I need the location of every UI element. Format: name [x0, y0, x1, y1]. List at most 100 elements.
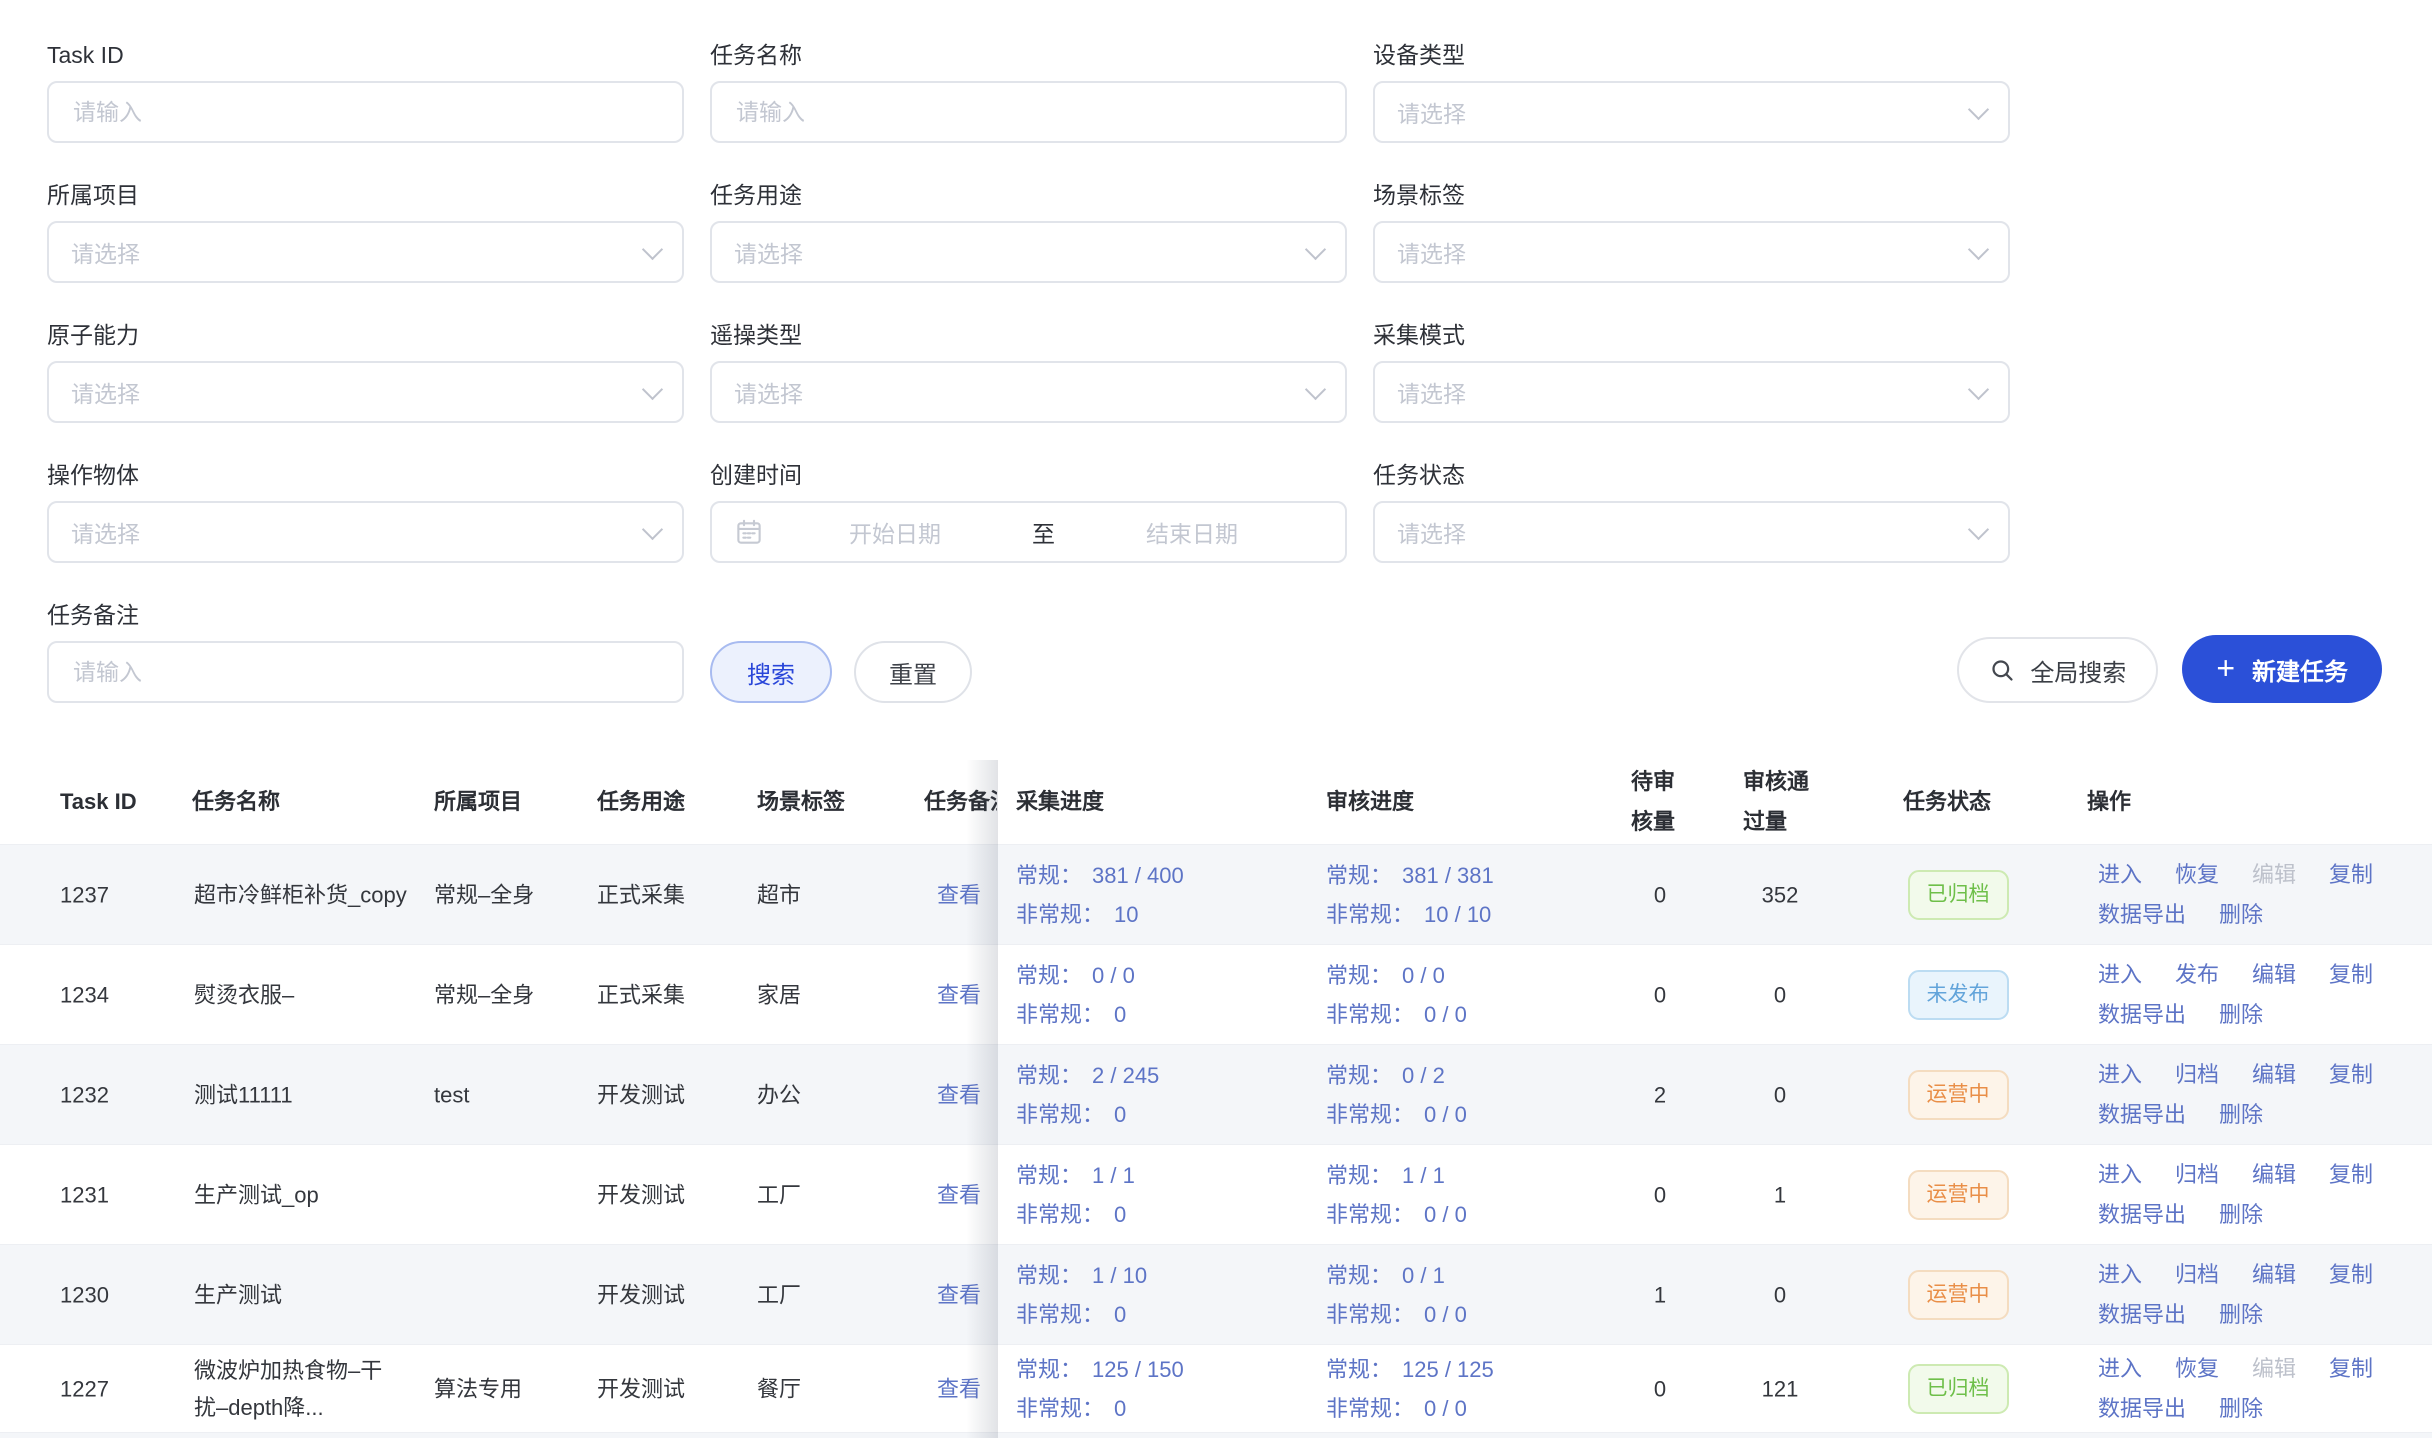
filter-field-create-time: 创建时间 开始日期 至 结束日期 [710, 464, 1347, 563]
cell-purpose: 开发测试 [597, 1282, 686, 1307]
filter-toolbar-row: 任务备注 搜索 重置 全局搜索 + 新建任务 [47, 604, 2382, 703]
status-badge-archived: 已归档 [1907, 869, 2009, 920]
collect-progress-line: 常规： 2 / 245 [1016, 1062, 1160, 1088]
filter-label: 原子能力 [47, 322, 139, 348]
action-line: 数据导出 删除 [2098, 1295, 2410, 1335]
action-restore-link[interactable]: 恢复 [2175, 861, 2220, 887]
view-remark-link[interactable]: 查看 [937, 982, 982, 1007]
cell-approved-count: 352 [1761, 882, 1799, 907]
action-line: 进入 恢复 编辑 复制 [2098, 1349, 2410, 1389]
action-enter-link[interactable]: 进入 [2098, 1161, 2143, 1187]
reset-button[interactable]: 重置 [854, 641, 972, 703]
action-publish-link[interactable]: 发布 [2175, 961, 2220, 987]
cell-approved-count: 121 [1761, 1376, 1799, 1401]
cell-actions: 进入 归档 编辑 复制数据导出 删除 [2098, 1155, 2410, 1235]
table-row: 1234 熨烫衣服– 常规–全身 正式采集 家居 查看 常规： 0 / 0 非常规： 0 常规： 0 … [0, 945, 2432, 1045]
action-enter-link[interactable]: 进入 [2098, 861, 2143, 887]
atomic-capability-select[interactable]: 请选择 [47, 361, 684, 423]
task-purpose-select[interactable]: 请选择 [710, 221, 1347, 283]
cell-review-progress: 常规： 0 / 1 非常规： 0 / 0 [1326, 1256, 1616, 1334]
chevron-down-icon [641, 238, 664, 260]
cell-pending-review-count: 0 [1653, 1376, 1667, 1401]
action-data-export-link[interactable]: 数据导出 [2098, 1001, 2187, 1027]
column-header-actions: 操作 [2087, 789, 2132, 814]
action-data-export-link[interactable]: 数据导出 [2098, 1101, 2187, 1127]
action-copy-link[interactable]: 复制 [2329, 1061, 2374, 1087]
task-remark-input-box [47, 641, 684, 703]
action-delete-link[interactable]: 删除 [2219, 1101, 2264, 1127]
action-enter-link[interactable]: 进入 [2098, 961, 2143, 987]
view-remark-link[interactable]: 查看 [937, 1082, 982, 1107]
action-copy-link[interactable]: 复制 [2329, 1261, 2374, 1287]
action-edit-link[interactable]: 编辑 [2252, 961, 2297, 987]
action-delete-link[interactable]: 删除 [2219, 1395, 2264, 1421]
cell-purpose: 正式采集 [597, 982, 686, 1007]
table-row: 1227 微波炉加热食物–干扰–depth降... 算法专用 开发测试 餐厅 查看 常规： 1… [0, 1345, 2432, 1433]
action-delete-link[interactable]: 删除 [2219, 1301, 2264, 1327]
action-enter-link[interactable]: 进入 [2098, 1061, 2143, 1087]
action-delete-link[interactable]: 删除 [2219, 1201, 2264, 1227]
task-id-input[interactable] [71, 97, 660, 127]
view-remark-link[interactable]: 查看 [937, 1376, 982, 1401]
task-name-input[interactable] [734, 97, 1323, 127]
collect-progress-line: 常规： 1 / 10 [1016, 1262, 1148, 1288]
operation-object-select[interactable]: 请选择 [47, 501, 684, 563]
action-enter-link[interactable]: 进入 [2098, 1261, 2143, 1287]
action-line: 进入 归档 编辑 复制 [2098, 1255, 2410, 1295]
column-header-project: 所属项目 [434, 789, 523, 814]
collection-mode-select[interactable]: 请选择 [1373, 361, 2010, 423]
cell-actions: 进入 归档 编辑 复制数据导出 删除 [2098, 1255, 2410, 1335]
action-restore-link[interactable]: 恢复 [2175, 1355, 2220, 1381]
action-data-export-link[interactable]: 数据导出 [2098, 1395, 2187, 1421]
filter-field-task-id: Task ID [47, 44, 684, 143]
global-search-button[interactable]: 全局搜索 [1957, 637, 2159, 703]
action-delete-link[interactable]: 删除 [2219, 1001, 2264, 1027]
start-date-placeholder[interactable]: 开始日期 [849, 521, 941, 547]
collect-progress-line: 非常规： 10 [1016, 901, 1139, 927]
cell-scene-tag: 餐厅 [757, 1376, 802, 1401]
column-header-task_id: Task ID [60, 789, 137, 814]
view-remark-link[interactable]: 查看 [937, 1282, 982, 1307]
select-placeholder: 请选择 [71, 381, 140, 407]
teleop-type-select[interactable]: 请选择 [710, 361, 1347, 423]
create-time-range-picker[interactable]: 开始日期 至 结束日期 [710, 501, 1347, 563]
device-type-select[interactable]: 请选择 [1373, 81, 2010, 143]
action-archive-link[interactable]: 归档 [2175, 1061, 2220, 1087]
action-delete-link[interactable]: 删除 [2219, 901, 2264, 927]
cell-task-name: 熨烫衣服– [194, 982, 295, 1007]
action-edit-link[interactable]: 编辑 [2252, 1161, 2297, 1187]
column-header-remark: 任务备注 [924, 789, 997, 814]
action-data-export-link[interactable]: 数据导出 [2098, 1301, 2187, 1327]
filter-label: 场景标签 [1373, 182, 1465, 208]
filter-grid: Task ID 任务名称 设备类型 请选择 所属项目 请选择 任务用途 请选择 … [47, 44, 2382, 604]
cell-collect-progress: 常规： 1 / 1 非常规： 0 [1016, 1156, 1306, 1234]
action-copy-link[interactable]: 复制 [2329, 1355, 2374, 1381]
project-select[interactable]: 请选择 [47, 221, 684, 283]
new-task-button[interactable]: + 新建任务 [2182, 635, 2382, 703]
action-edit-link[interactable]: 编辑 [2252, 1261, 2297, 1287]
select-placeholder: 请选择 [1397, 241, 1466, 267]
action-edit-link[interactable]: 编辑 [2252, 1061, 2297, 1087]
filter-label: 任务备注 [47, 602, 139, 628]
cell-task-status: 已归档 [1903, 869, 2013, 920]
end-date-placeholder[interactable]: 结束日期 [1146, 521, 1238, 547]
view-remark-link[interactable]: 查看 [937, 882, 982, 907]
search-button[interactable]: 搜索 [710, 641, 832, 703]
action-data-export-link[interactable]: 数据导出 [2098, 1201, 2187, 1227]
action-enter-link[interactable]: 进入 [2098, 1355, 2143, 1381]
action-archive-link[interactable]: 归档 [2175, 1261, 2220, 1287]
cell-review-progress: 常规： 125 / 125 非常规： 0 / 0 [1326, 1350, 1616, 1428]
action-archive-link[interactable]: 归档 [2175, 1161, 2220, 1187]
action-copy-link[interactable]: 复制 [2329, 1161, 2374, 1187]
filter-label: Task ID [47, 42, 124, 68]
action-data-export-link[interactable]: 数据导出 [2098, 901, 2187, 927]
action-copy-link[interactable]: 复制 [2329, 861, 2374, 887]
review-progress-line: 非常规： 0 / 0 [1326, 1001, 1467, 1027]
view-remark-link[interactable]: 查看 [937, 1182, 982, 1207]
filter-field-task-remark: 任务备注 [47, 604, 684, 703]
scene-tag-select[interactable]: 请选择 [1373, 221, 2010, 283]
task-remark-input[interactable] [71, 657, 660, 687]
task-status-select[interactable]: 请选择 [1373, 501, 2010, 563]
action-copy-link[interactable]: 复制 [2329, 961, 2374, 987]
chevron-down-icon [1967, 98, 1990, 120]
